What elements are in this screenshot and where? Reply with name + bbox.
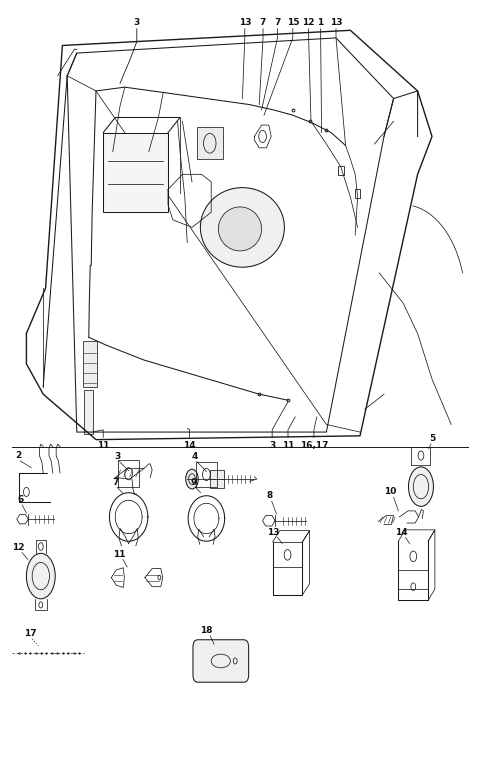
Text: 13: 13 [267, 528, 280, 537]
Text: 10: 10 [384, 487, 396, 496]
Text: 11: 11 [113, 550, 125, 559]
Text: 3: 3 [269, 441, 276, 450]
Text: 12: 12 [302, 18, 315, 27]
Text: 7: 7 [274, 18, 281, 27]
Bar [197, 127, 223, 159]
Text: 4: 4 [192, 452, 198, 461]
Circle shape [186, 469, 198, 489]
Bar [210, 470, 224, 488]
Text: 7: 7 [112, 478, 119, 487]
Bar [355, 189, 360, 198]
Text: 16,17: 16,17 [300, 441, 328, 450]
Text: 18: 18 [200, 626, 213, 635]
Circle shape [26, 553, 55, 599]
Bar [83, 341, 97, 387]
Text: 12: 12 [12, 543, 24, 552]
Bar [84, 390, 93, 434]
Bar [103, 133, 168, 212]
Ellipse shape [218, 207, 262, 251]
Text: 9: 9 [190, 478, 197, 487]
Text: 2: 2 [15, 451, 22, 460]
Text: 15: 15 [287, 18, 299, 27]
Text: 14: 14 [183, 441, 196, 450]
Text: 3: 3 [114, 452, 121, 461]
Text: 8: 8 [266, 491, 273, 500]
Bar [338, 166, 344, 175]
Text: 1: 1 [317, 18, 324, 27]
Text: 6: 6 [17, 495, 24, 504]
Text: 3: 3 [133, 18, 140, 27]
Text: 13: 13 [330, 18, 342, 27]
Ellipse shape [201, 188, 284, 268]
Text: 7: 7 [260, 18, 266, 27]
Text: 17: 17 [24, 629, 36, 638]
Text: 11: 11 [282, 441, 294, 450]
Text: 13: 13 [239, 18, 251, 27]
FancyBboxPatch shape [193, 640, 249, 682]
Text: 14: 14 [396, 528, 408, 537]
Text: 11: 11 [97, 441, 109, 450]
Text: 5: 5 [429, 434, 435, 443]
Circle shape [408, 467, 433, 506]
